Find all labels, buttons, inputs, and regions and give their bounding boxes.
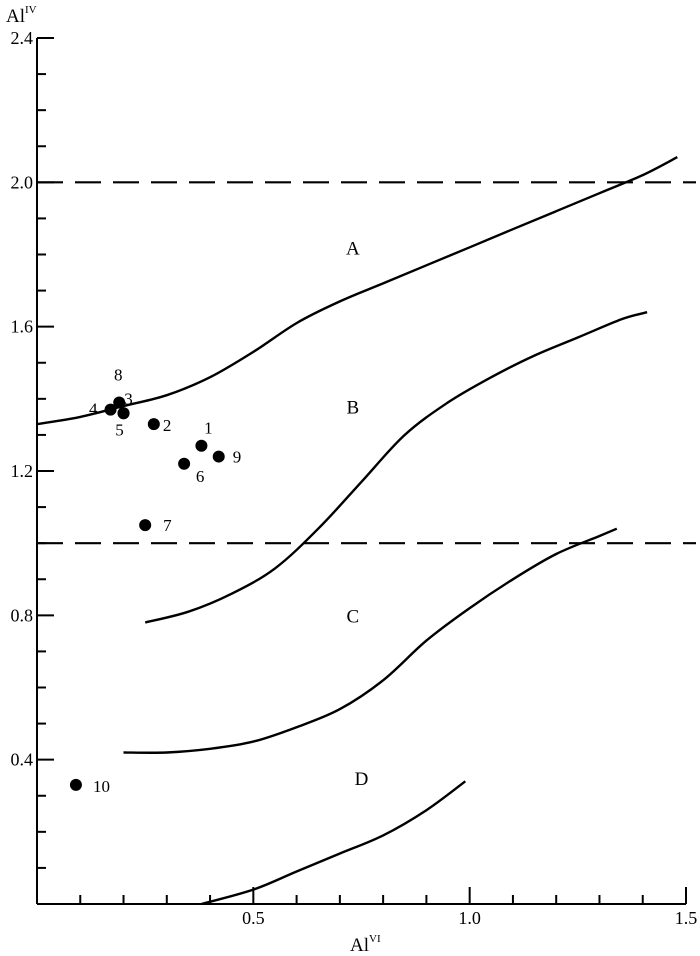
region-label-a: A: [346, 239, 360, 260]
point-label: 6: [196, 467, 205, 486]
data-point: [117, 407, 130, 420]
y-tick-label: 1.6: [11, 317, 34, 337]
point-label: 2: [163, 416, 172, 435]
x-axis-title: AlVI: [350, 933, 381, 956]
region-label-d: D: [355, 769, 369, 790]
region-label-c: C: [347, 607, 360, 628]
y-tick-label: 1.2: [11, 461, 34, 481]
point-label: 7: [163, 516, 172, 535]
y-tick-label: 2.0: [11, 172, 34, 192]
boundary-curves: [36, 156, 678, 906]
point-label: 10: [93, 777, 110, 796]
region-label-b: B: [347, 397, 360, 418]
data-point: [147, 418, 160, 431]
x-tick-label: 0.5: [242, 908, 265, 928]
y-tick-label: 2.4: [11, 28, 34, 48]
dashed-lines: [37, 181, 696, 545]
region-labels: A B C D: [346, 239, 368, 790]
data-point: [195, 439, 208, 452]
point-label: 8: [114, 365, 123, 384]
x-tick-label: 1.0: [458, 908, 481, 928]
data-point: [113, 396, 126, 409]
y-tick-label: 0.8: [11, 605, 34, 625]
boundary-curve: [123, 527, 618, 754]
boundary-curve: [36, 156, 678, 426]
point-label: 9: [233, 448, 242, 467]
boundary-curve: [144, 311, 648, 624]
y-axis-title: AlIV: [6, 4, 37, 27]
data-point: [104, 403, 117, 416]
data-point: [178, 457, 191, 470]
data-point: [69, 778, 82, 791]
boundary-curve: [201, 780, 467, 906]
data-point: [212, 450, 225, 463]
point-label: 1: [204, 419, 213, 438]
point-label: 4: [89, 400, 98, 419]
point-label: 5: [115, 420, 124, 439]
data-point: [139, 519, 152, 532]
point-label: 3: [124, 389, 133, 408]
x-tick-label: 1.5: [675, 908, 698, 928]
y-tick-label: 0.4: [11, 750, 34, 770]
data-points: 1 2 3 45 6 7 8 9 10: [69, 365, 242, 796]
axes: 0.4 0.8 1.2 1.6 2.0 2.4 0.5 1.0 1.5: [11, 28, 698, 928]
